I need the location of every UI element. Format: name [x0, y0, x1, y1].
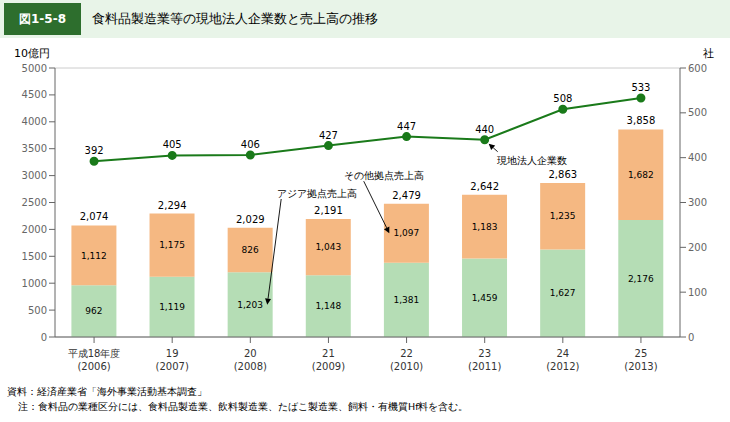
svg-text:24(2012): 24(2012)	[546, 348, 579, 372]
html-text:図1-5-8: 図1-5-8	[19, 11, 66, 26]
svg-text:2,479: 2,479	[392, 190, 421, 201]
svg-text:440: 440	[475, 124, 494, 135]
svg-text:533: 533	[631, 82, 650, 93]
svg-text:1,148: 1,148	[315, 301, 341, 311]
svg-text:3000: 3000	[22, 170, 47, 181]
svg-text:1,381: 1,381	[394, 295, 420, 305]
svg-text:3,858: 3,858	[627, 115, 656, 126]
svg-text:427: 427	[319, 130, 338, 141]
html-text:資料：経済産業省「海外事業活動基本調査」: 資料：経済産業省「海外事業活動基本調査」	[7, 386, 207, 397]
svg-text:2500: 2500	[22, 197, 47, 208]
svg-text:2,074: 2,074	[80, 211, 109, 222]
svg-text:826: 826	[242, 245, 259, 255]
svg-text:2,191: 2,191	[314, 205, 343, 216]
svg-text:4500: 4500	[22, 89, 47, 100]
svg-text:20(2008): 20(2008)	[234, 348, 267, 372]
html-text:社: 社	[703, 47, 714, 60]
svg-text:100: 100	[688, 287, 707, 298]
svg-text:600: 600	[688, 63, 707, 74]
svg-text:その他拠点売上高: その他拠点売上高	[344, 170, 424, 181]
svg-text:500: 500	[28, 305, 47, 316]
svg-text:1,682: 1,682	[628, 170, 654, 180]
svg-text:19(2007): 19(2007)	[156, 348, 189, 372]
svg-text:406: 406	[241, 139, 260, 150]
html-text:注：食料品の業種区分には、食料品製造業、飲料製造業、たばこ製: 注：食料品の業種区分には、食料品製造業、飲料製造業、たばこ製造業、飼料・有機質H…	[18, 401, 469, 412]
svg-text:5000: 5000	[22, 63, 47, 74]
svg-text:300: 300	[688, 197, 707, 208]
svg-text:392: 392	[85, 145, 104, 156]
svg-text:1,203: 1,203	[237, 300, 263, 310]
svg-text:1,459: 1,459	[472, 293, 498, 303]
html-text:10億円: 10億円	[14, 47, 50, 60]
svg-text:25(2013): 25(2013)	[624, 348, 657, 372]
svg-text:1500: 1500	[22, 251, 47, 262]
svg-text:200: 200	[688, 242, 707, 253]
svg-text:1,183: 1,183	[472, 222, 498, 232]
svg-text:4000: 4000	[22, 116, 47, 127]
svg-text:アジア拠点売上高: アジア拠点売上高	[277, 188, 357, 199]
svg-text:23(2011): 23(2011)	[468, 348, 501, 372]
svg-text:400: 400	[688, 152, 707, 163]
svg-text:22(2010): 22(2010)	[390, 348, 423, 372]
svg-text:1,175: 1,175	[159, 240, 185, 250]
svg-text:3500: 3500	[22, 143, 47, 154]
html-text:食料品製造業等の現地法人企業数と売上高の推移: 食料品製造業等の現地法人企業数と売上高の推移	[92, 11, 378, 26]
svg-text:2,294: 2,294	[158, 200, 187, 211]
svg-text:508: 508	[553, 93, 572, 104]
svg-text:2,863: 2,863	[548, 169, 577, 180]
svg-text:500: 500	[688, 107, 707, 118]
svg-text:平成18年度(2006): 平成18年度(2006)	[68, 348, 121, 372]
svg-text:1,119: 1,119	[159, 302, 185, 312]
svg-text:2000: 2000	[22, 224, 47, 235]
svg-text:1,235: 1,235	[550, 211, 576, 221]
svg-text:1,627: 1,627	[550, 288, 576, 298]
svg-text:0: 0	[41, 332, 47, 343]
svg-text:現地法人企業数: 現地法人企業数	[497, 155, 567, 166]
svg-text:1,097: 1,097	[394, 228, 420, 238]
svg-text:2,029: 2,029	[236, 214, 265, 225]
svg-text:1,112: 1,112	[81, 251, 107, 261]
svg-text:1000: 1000	[22, 278, 47, 289]
svg-text:2,642: 2,642	[470, 181, 499, 192]
svg-text:405: 405	[163, 139, 182, 150]
svg-text:0: 0	[688, 332, 694, 343]
svg-text:2,176: 2,176	[628, 274, 654, 284]
svg-text:1,043: 1,043	[315, 242, 341, 252]
svg-text:447: 447	[397, 121, 416, 132]
svg-text:21(2009): 21(2009)	[312, 348, 345, 372]
svg-text:962: 962	[85, 306, 102, 316]
